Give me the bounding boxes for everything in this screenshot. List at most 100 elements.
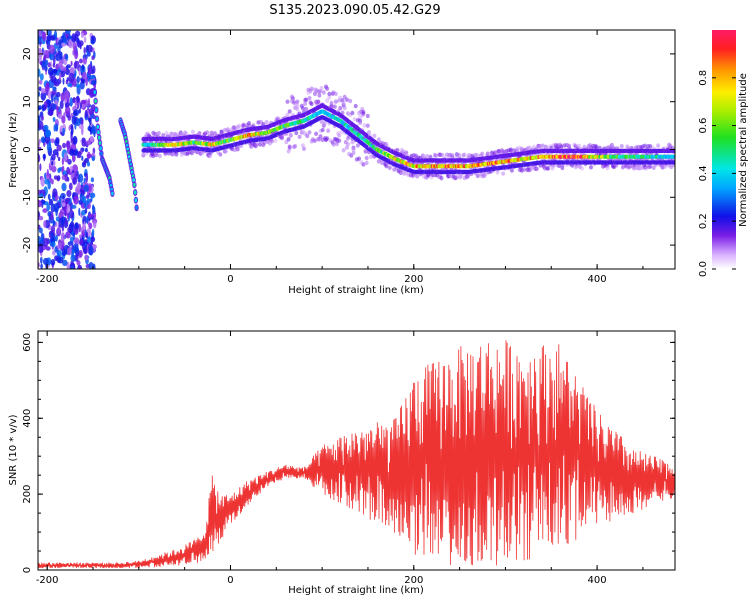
- noise-blob: [90, 237, 94, 245]
- halo-cell: [537, 144, 542, 150]
- halo-cell: [361, 109, 366, 115]
- noise-blob: [50, 75, 57, 84]
- noise-blob: [55, 91, 61, 98]
- halo-cell: [304, 106, 309, 112]
- noise-blob: [38, 30, 42, 38]
- halo-cell: [173, 131, 178, 137]
- halo-cell: [656, 143, 661, 148]
- halo-cell: [425, 154, 430, 159]
- noise-blob: [72, 42, 78, 51]
- halo-cell: [295, 99, 300, 104]
- halo-cell: [457, 153, 462, 158]
- noise-blob: [84, 254, 89, 261]
- noise-blob: [41, 104, 47, 111]
- halo-cell: [325, 98, 330, 103]
- noise-blob: [57, 167, 61, 174]
- noise-blob: [72, 135, 78, 145]
- streak-cell: [95, 116, 99, 121]
- halo-cell: [325, 136, 330, 141]
- halo-cell: [313, 91, 317, 97]
- noise-blob: [67, 82, 73, 88]
- streak-cell: [135, 205, 138, 210]
- noise-blob: [82, 71, 87, 80]
- noise-blob: [80, 99, 87, 105]
- streak-cell: [97, 130, 100, 135]
- halo-cell: [619, 144, 624, 149]
- streak-cell: [111, 191, 114, 196]
- streak-cell: [98, 141, 102, 145]
- noise-blob: [75, 253, 79, 262]
- figure-title: S135.2023.090.05.42.G29: [269, 3, 440, 18]
- y-tick-label: 0: [22, 567, 33, 573]
- halo-cell: [483, 171, 488, 177]
- x-tick-label: 400: [588, 274, 607, 285]
- noise-blob: [46, 169, 49, 177]
- noise-blob: [58, 59, 63, 68]
- noise-blob: [83, 36, 87, 43]
- noise-blob: [56, 249, 62, 257]
- noise-blob: [42, 31, 47, 42]
- noise-blob: [78, 173, 84, 183]
- noise-blob: [44, 59, 49, 66]
- noise-blob: [63, 112, 66, 122]
- noise-blob: [51, 241, 56, 248]
- y-tick-label: 20: [22, 48, 33, 61]
- halo-cell: [428, 154, 433, 160]
- halo-cell: [249, 144, 254, 149]
- noise-blob: [47, 62, 51, 68]
- noise-blob: [38, 91, 41, 97]
- halo-cell: [291, 96, 295, 101]
- noise-blob: [71, 153, 76, 163]
- halo-cell: [307, 96, 312, 101]
- halo-cell: [319, 85, 324, 91]
- x-tick-label: 200: [404, 575, 423, 586]
- noise-blob: [61, 175, 66, 180]
- halo-cell: [164, 131, 169, 136]
- noise-blob: [55, 64, 59, 71]
- colorbar-tick-label: 0.8: [698, 70, 709, 86]
- halo-cell: [651, 165, 656, 170]
- halo-cell: [297, 134, 302, 139]
- noise-blob: [56, 175, 61, 181]
- halo-cell: [178, 130, 183, 135]
- noise-blob: [66, 140, 70, 147]
- noise-blob: [52, 69, 58, 74]
- halo-cell: [309, 101, 314, 107]
- noise-blob: [81, 140, 87, 147]
- halo-cell: [190, 129, 195, 134]
- halo-cell: [465, 174, 470, 179]
- noise-blob: [79, 234, 83, 239]
- noise-blob: [84, 208, 88, 214]
- noise-blob: [38, 236, 42, 245]
- noise-blob: [81, 79, 86, 84]
- y-tick-label: 400: [22, 409, 33, 428]
- noise-blob: [91, 55, 95, 60]
- halo-cell: [342, 105, 347, 111]
- noise-blob: [77, 104, 79, 110]
- noise-blob: [87, 213, 93, 219]
- halo-cell: [648, 144, 653, 149]
- noise-blob: [71, 33, 77, 43]
- halo-cell: [273, 138, 278, 143]
- halo-cell: [365, 113, 370, 119]
- noise-blob: [78, 265, 81, 269]
- halo-cell: [209, 130, 214, 136]
- noise-blob: [69, 236, 74, 243]
- noise-blob: [52, 62, 56, 68]
- halo-cell: [325, 86, 330, 91]
- noise-blob: [61, 182, 67, 192]
- noise-blob: [51, 153, 56, 161]
- halo-cell: [332, 104, 337, 109]
- halo-cell: [387, 165, 392, 170]
- noise-blob: [86, 140, 92, 146]
- snr-marks: [38, 340, 675, 569]
- halo-cell: [270, 139, 275, 144]
- noise-blob: [42, 50, 49, 55]
- halo-cell: [594, 144, 599, 149]
- noise-blob: [85, 194, 90, 199]
- noise-blob: [38, 193, 44, 198]
- halo-cell: [589, 165, 593, 170]
- halo-cell: [576, 143, 581, 148]
